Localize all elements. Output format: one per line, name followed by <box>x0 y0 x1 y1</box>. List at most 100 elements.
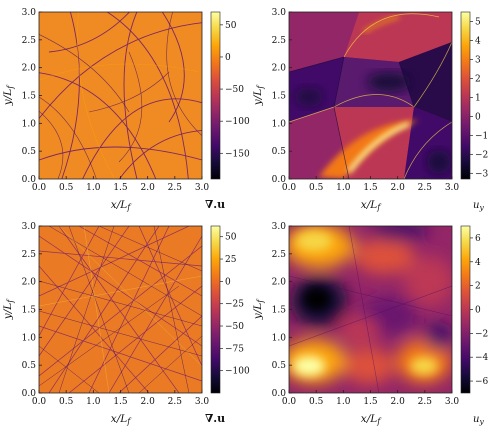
colorbar-label: uy <box>473 414 484 426</box>
colorbar-tick-label: 1 <box>475 93 481 103</box>
y-tick-label: 3.0 <box>22 8 37 18</box>
colorbar-tick-label: −4 <box>475 353 489 363</box>
colorbar-ticks: 5 4 3 2 1 0 −1 −2 −3 <box>470 17 489 179</box>
colorbar-label: uy <box>473 200 484 212</box>
y-axis-label: y/Lf <box>252 84 265 106</box>
colorbar-tick-label: 6 <box>475 234 481 244</box>
colorbar-tick-label: 0 <box>475 306 481 316</box>
colorbar-ticks: 50 0 −50 −100 −150 <box>220 21 250 159</box>
heatmap-image <box>39 12 202 179</box>
heatmap-image <box>39 226 202 393</box>
y-tick-label: 2.0 <box>272 278 287 288</box>
colorbar-tick-label: −2 <box>475 329 488 339</box>
x-axis-ticks: 0.0 0.5 1.0 1.5 2.0 2.5 3.0 <box>32 390 210 407</box>
y-tick-label: 0.0 <box>22 389 37 399</box>
x-axis-label: x/Lf <box>361 199 382 212</box>
colorbar-tick-label: −75 <box>225 344 244 354</box>
x-axis-label: x/Lf <box>111 413 132 426</box>
x-tick-label: 1.5 <box>363 183 378 193</box>
x-tick-label: 2.5 <box>168 183 183 193</box>
x-tick-label: 3.0 <box>445 183 460 193</box>
colorbar: 6 4 2 0 −2 −4 −6 uy <box>460 225 489 426</box>
panel-bottom-right: 0.0 0.5 1.0 1.5 2.0 2.5 3.0 0.0 0.5 1.0 1.5 2.0 2.5… <box>252 222 489 426</box>
x-axis-ticks: 0.0 0.5 1.0 1.5 2.0 2.5 3.0 <box>282 176 460 193</box>
colorbar-tick-label: 2 <box>475 74 481 84</box>
colorbar-tick-label: 0 <box>225 53 231 63</box>
panel-top-right: 0.0 0.5 1.0 1.5 2.0 2.5 3.0 0.0 0.5 1.0 1.5 2.0 2.5… <box>252 8 489 212</box>
y-tick-label: 1.0 <box>22 333 37 343</box>
x-tick-label: 0.5 <box>309 397 324 407</box>
colorbar: 50 0 −50 −100 −150 ∇.u <box>205 11 250 211</box>
x-tick-label: 2.5 <box>418 183 433 193</box>
colorbar-tick-label: −100 <box>225 117 250 127</box>
x-tick-label: 2.0 <box>141 397 156 407</box>
colorbar-tick-label: −100 <box>225 367 250 377</box>
x-tick-label: 0.0 <box>32 397 47 407</box>
y-tick-label: 0.5 <box>272 147 287 157</box>
y-tick-label: 2.0 <box>272 64 287 74</box>
x-tick-label: 0.5 <box>309 183 324 193</box>
colorbar: 50 25 0 −25 −50 −75 −100 ∇.u <box>205 225 250 425</box>
y-tick-label: 2.5 <box>22 250 37 260</box>
panel-bottom-left: 0.0 0.5 1.0 1.5 2.0 2.5 3.0 0.0 0.5 1.0 1.5 2.0 2.5… <box>2 222 250 426</box>
y-axis-ticks: 0.0 0.5 1.0 1.5 2.0 2.5 3.0 <box>22 222 42 399</box>
y-axis-ticks: 0.0 0.5 1.0 1.5 2.0 2.5 3.0 <box>22 8 42 185</box>
y-tick-label: 0.5 <box>22 147 37 157</box>
y-axis-label: y/Lf <box>2 84 15 106</box>
y-tick-label: 0.0 <box>272 389 287 399</box>
colorbar-tick-label: −25 <box>225 300 244 310</box>
x-tick-label: 0.0 <box>282 397 297 407</box>
y-tick-label: 3.0 <box>22 222 37 232</box>
colorbar-tick-label: −3 <box>475 169 489 179</box>
x-tick-label: 0.5 <box>59 183 74 193</box>
colorbar-ticks: 50 25 0 −25 −50 −75 −100 <box>220 233 250 377</box>
y-tick-label: 1.5 <box>272 306 287 316</box>
y-tick-label: 2.5 <box>272 36 287 46</box>
x-tick-label: 3.0 <box>195 183 210 193</box>
colorbar-tick-label: −1 <box>475 131 488 141</box>
colorbar-tick-label: 0 <box>475 112 481 122</box>
x-tick-label: 1.0 <box>336 183 351 193</box>
y-tick-label: 0.0 <box>22 175 37 185</box>
y-tick-label: 1.0 <box>272 119 287 129</box>
x-tick-label: 1.0 <box>86 183 101 193</box>
colorbar-tick-label: 25 <box>225 255 237 265</box>
y-tick-label: 3.0 <box>272 8 287 18</box>
y-axis-ticks: 0.0 0.5 1.0 1.5 2.0 2.5 3.0 <box>272 8 292 185</box>
colorbar-label: ∇.u <box>205 412 225 425</box>
y-tick-label: 3.0 <box>272 222 287 232</box>
colorbar-tick-label: 4 <box>475 36 481 46</box>
colorbar-label: ∇.u <box>205 198 225 211</box>
heatmap-image <box>289 12 452 179</box>
colorbar-tick-label: −2 <box>475 150 488 160</box>
colorbar-tick-label: 0 <box>225 277 231 287</box>
x-tick-label: 2.5 <box>418 397 433 407</box>
x-tick-label: 2.5 <box>168 397 183 407</box>
y-tick-label: 1.0 <box>272 333 287 343</box>
x-tick-label: 0.0 <box>32 183 47 193</box>
y-tick-label: 0.5 <box>272 361 287 371</box>
y-tick-label: 1.0 <box>22 119 37 129</box>
x-tick-label: 2.0 <box>141 183 156 193</box>
x-tick-label: 2.0 <box>391 183 406 193</box>
colorbar-tick-label: 3 <box>475 55 481 65</box>
y-tick-label: 2.5 <box>272 250 287 260</box>
y-tick-label: 1.5 <box>22 92 37 102</box>
y-tick-label: 0.0 <box>272 175 287 185</box>
y-axis-label: y/Lf <box>252 298 265 320</box>
x-tick-label: 1.5 <box>113 397 128 407</box>
x-tick-label: 3.0 <box>195 397 210 407</box>
x-tick-label: 1.0 <box>336 397 351 407</box>
y-tick-label: 2.0 <box>22 278 37 288</box>
y-tick-label: 1.5 <box>272 92 287 102</box>
colorbar-tick-label: 2 <box>475 282 481 292</box>
y-tick-label: 2.5 <box>22 36 37 46</box>
x-axis-label: x/Lf <box>111 199 132 212</box>
colorbar-tick-label: 4 <box>475 258 481 268</box>
colorbar-tick-label: −50 <box>225 322 244 332</box>
colorbar: 5 4 3 2 1 0 −1 −2 −3 uy <box>460 11 489 212</box>
x-tick-label: 0.5 <box>59 397 74 407</box>
heatmap-image <box>289 226 452 393</box>
x-tick-label: 1.0 <box>86 397 101 407</box>
